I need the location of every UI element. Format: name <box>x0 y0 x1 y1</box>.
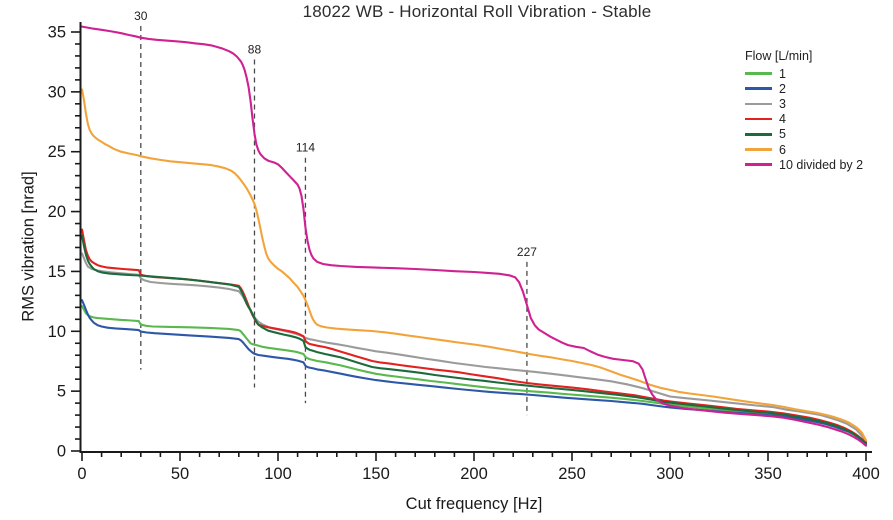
x-tick-label: 0 <box>77 465 86 483</box>
legend-entry: 1 <box>745 66 863 81</box>
legend-entry: 5 <box>745 127 863 142</box>
x-axis-label: Cut frequency [Hz] <box>405 495 543 513</box>
y-tick-label: 35 <box>48 24 66 42</box>
legend-swatch <box>745 133 772 136</box>
x-tick-label: 50 <box>171 465 189 483</box>
legend-swatch <box>745 148 772 151</box>
legend-entry: 6 <box>745 142 863 157</box>
legend-label: 4 <box>779 112 786 127</box>
legend-swatch <box>745 117 772 121</box>
y-axis-label: RMS vibration [nrad] <box>19 171 38 322</box>
y-tick-label: 30 <box>48 83 66 101</box>
annotation-label-227: 227 <box>517 245 537 259</box>
x-tick-label: 350 <box>754 465 782 483</box>
x-tick-label: 150 <box>362 465 390 483</box>
legend-swatch <box>745 102 772 106</box>
legend-entry: 3 <box>745 96 863 111</box>
legend-entry: 2 <box>745 81 863 96</box>
legend-swatch <box>745 72 772 75</box>
legend-label: 3 <box>779 96 786 111</box>
legend: Flow [L/min] 1 2 3 4 5 6 10 divided by 2 <box>745 49 863 172</box>
x-tick-label: 100 <box>264 465 292 483</box>
y-tick-label: 10 <box>48 323 66 341</box>
x-tick-label: 300 <box>656 465 684 483</box>
legend-label: 6 <box>779 142 786 157</box>
series-line-1 <box>80 305 868 445</box>
legend-entry: 10 divided by 2 <box>745 157 863 172</box>
series-line-3 <box>80 252 868 443</box>
chart-title: 18022 WB - Horizontal Roll Vibration - S… <box>302 2 652 21</box>
y-tick-label: 25 <box>48 143 66 161</box>
legend-label: 5 <box>779 127 786 142</box>
x-tick-label: 250 <box>558 465 586 483</box>
legend-swatch <box>745 87 772 91</box>
legend-label: 1 <box>779 66 786 81</box>
y-tick-label: 0 <box>57 443 66 461</box>
annotation-label-30: 30 <box>134 9 148 23</box>
legend-entry: 4 <box>745 112 863 127</box>
series-line-7 <box>80 25 868 447</box>
series-line-2 <box>80 299 868 446</box>
x-tick-label: 200 <box>460 465 488 483</box>
y-tick-label: 5 <box>57 383 66 401</box>
annotation-label-88: 88 <box>248 43 262 57</box>
legend-entries: 1 2 3 4 5 6 10 divided by 2 <box>745 66 863 172</box>
legend-title: Flow [L/min] <box>745 49 813 63</box>
legend-label: 10 divided by 2 <box>779 157 864 172</box>
legend-label: 2 <box>779 81 786 96</box>
annotation-label-114: 114 <box>296 141 315 155</box>
legend-swatch <box>745 163 772 167</box>
series-line-6 <box>80 88 868 442</box>
y-tick-label: 15 <box>48 263 66 281</box>
series-line-5 <box>80 234 868 445</box>
x-tick-label: 400 <box>852 465 880 483</box>
y-tick-label: 20 <box>48 203 66 221</box>
